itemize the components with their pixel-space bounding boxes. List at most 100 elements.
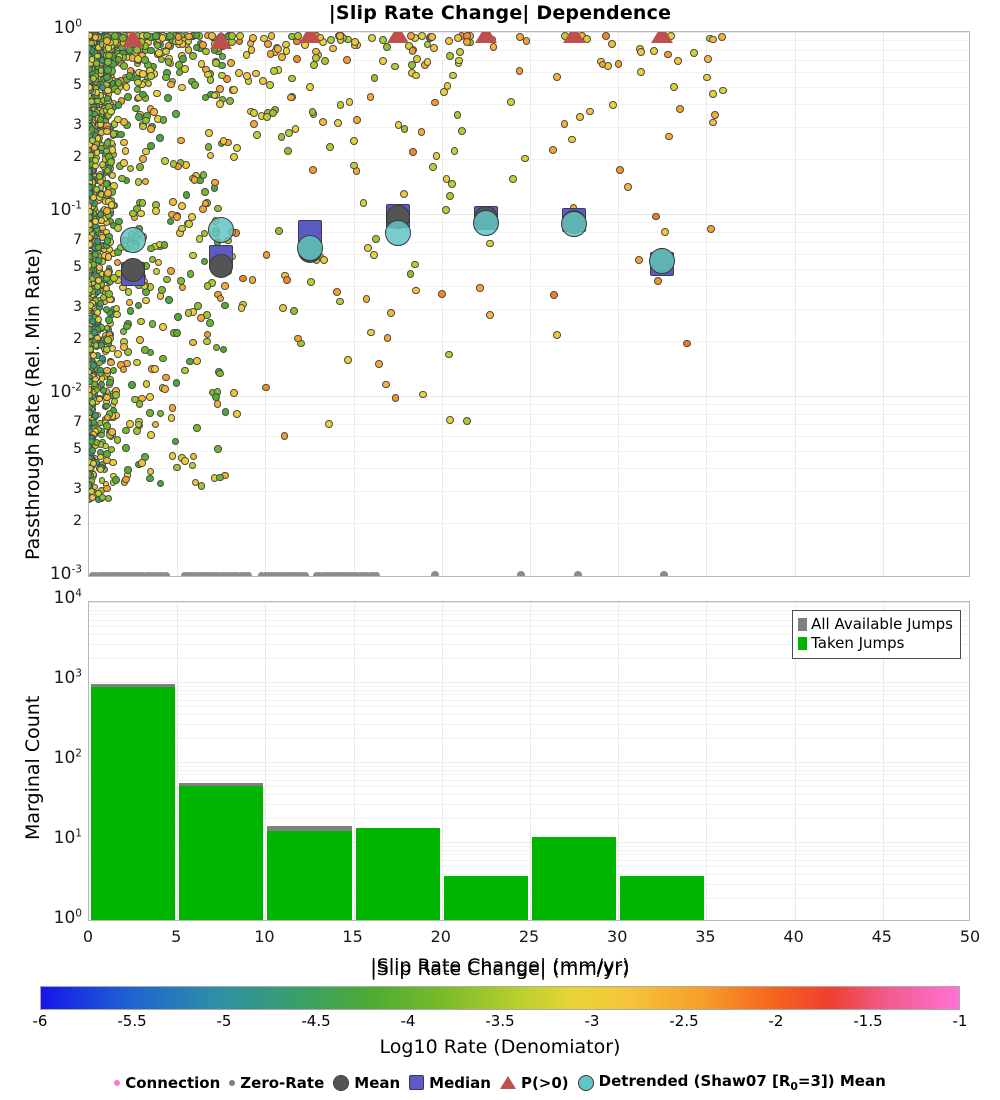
histogram-y-tick-1e3: 103	[53, 667, 82, 688]
histogram-bar[interactable]	[91, 602, 176, 920]
scatter-point	[113, 115, 122, 124]
scatter-point	[98, 431, 106, 439]
histogram-axes[interactable]: All Available Jumps Taken Jumps	[88, 601, 970, 921]
scatter-point	[280, 432, 289, 440]
scatter-point	[400, 125, 409, 134]
marker-legend-label-detrended-mean: Detrended (Shaw07 [R0=3]) Mean	[598, 1072, 886, 1093]
scatter-point	[178, 83, 186, 92]
scatter-point	[406, 269, 415, 278]
scatter-point	[138, 459, 146, 467]
scatter-point	[107, 358, 115, 367]
zero-rate-marker	[301, 571, 310, 576]
scatter-point	[370, 74, 379, 83]
scatter-y-tick-1e-3: 10-3	[49, 563, 82, 584]
histogram-x-tick-45: 45	[871, 927, 892, 946]
scatter-point	[324, 420, 333, 429]
scatter-point	[131, 395, 139, 404]
histogram-bar[interactable]	[620, 602, 705, 920]
scatter-point	[266, 49, 275, 58]
summary-marker-detrended-mean	[208, 216, 235, 243]
scatter-point	[221, 282, 229, 290]
scatter-point	[283, 276, 292, 284]
scatter-point	[333, 288, 342, 296]
summary-marker-detrended-mean	[384, 219, 411, 246]
scatter-point	[216, 85, 224, 93]
histogram-bar[interactable]	[267, 602, 352, 920]
scatter-point	[141, 177, 150, 186]
scatter-point	[286, 93, 295, 102]
scatter-point	[104, 316, 113, 325]
scatter-point	[212, 393, 221, 401]
histogram-bar[interactable]	[179, 602, 264, 920]
scatter-point	[258, 77, 267, 86]
scatter-point	[427, 33, 436, 42]
scatter-point	[243, 71, 252, 80]
scatter-point	[166, 217, 175, 226]
scatter-point	[136, 336, 144, 344]
scatter-point	[206, 319, 214, 327]
marker-legend-label-mean: Mean	[354, 1073, 401, 1092]
scatter-point	[263, 40, 272, 49]
scatter-point	[89, 493, 96, 501]
colorbar-tick--1.5: -1.5	[853, 1012, 883, 1030]
scatter-point	[146, 474, 154, 483]
scatter-point	[184, 308, 193, 317]
scatter-point	[214, 204, 222, 213]
histogram-legend[interactable]: All Available Jumps Taken Jumps	[792, 610, 961, 659]
scatter-point	[145, 409, 154, 417]
scatter-point	[576, 113, 585, 122]
scatter-point	[431, 98, 439, 107]
bar-segment-taken-jumps	[355, 828, 440, 920]
scatter-point	[704, 54, 712, 63]
scatter-point	[453, 111, 462, 120]
histogram-x-tick-50: 50	[959, 927, 981, 946]
scatter-point	[703, 73, 712, 82]
zero-rate-marker	[244, 571, 252, 576]
scatter-y-tick-1e0: 100	[53, 17, 82, 38]
zero-rate-marker	[660, 571, 669, 576]
scatter-point	[164, 94, 172, 103]
scatter-point	[673, 57, 682, 66]
scatter-point	[151, 420, 160, 429]
scatter-point	[306, 278, 315, 287]
histogram-bar[interactable]	[355, 602, 440, 920]
colorbar-gradient	[40, 986, 960, 1010]
scatter-point	[93, 386, 101, 394]
scatter-point	[669, 82, 678, 91]
scatter-point	[103, 37, 111, 45]
scatter-point	[432, 152, 441, 161]
scatter-point	[319, 118, 327, 127]
scatter-point	[204, 143, 213, 151]
scatter-point	[89, 446, 96, 454]
scatter-point	[549, 146, 558, 155]
scatter-point	[206, 76, 215, 84]
scatter-point	[448, 71, 457, 80]
scatter-point	[709, 35, 718, 44]
summary-marker-p-gt-0	[210, 32, 233, 50]
scatter-point	[113, 310, 121, 319]
scatter-point	[509, 175, 517, 183]
scatter-point	[144, 79, 153, 88]
scatter-point	[387, 308, 395, 317]
scatter-point	[99, 224, 106, 232]
scatter-point	[96, 116, 104, 123]
scatter-point	[205, 128, 213, 137]
scatter-point	[203, 330, 212, 339]
scatter-point	[350, 38, 359, 47]
marker-legend-entry-connection: Connection	[114, 1074, 220, 1092]
histogram-bar[interactable]	[443, 602, 528, 920]
histogram-x-tick-30: 30	[607, 927, 628, 946]
scatter-point	[141, 55, 149, 64]
scatter-point	[440, 87, 449, 96]
scatter-point	[112, 476, 120, 484]
scatter-point	[96, 465, 104, 473]
colorbar[interactable]	[40, 986, 960, 1010]
scatter-point	[219, 136, 228, 145]
summary-marker-detrended-mean	[472, 210, 499, 237]
scatter-point	[453, 33, 462, 42]
scatter-point	[152, 207, 160, 215]
scatter-point	[417, 128, 426, 137]
scatter-point	[252, 69, 261, 78]
scatter-plot-axes[interactable]	[88, 31, 970, 577]
histogram-bar[interactable]	[532, 602, 617, 920]
